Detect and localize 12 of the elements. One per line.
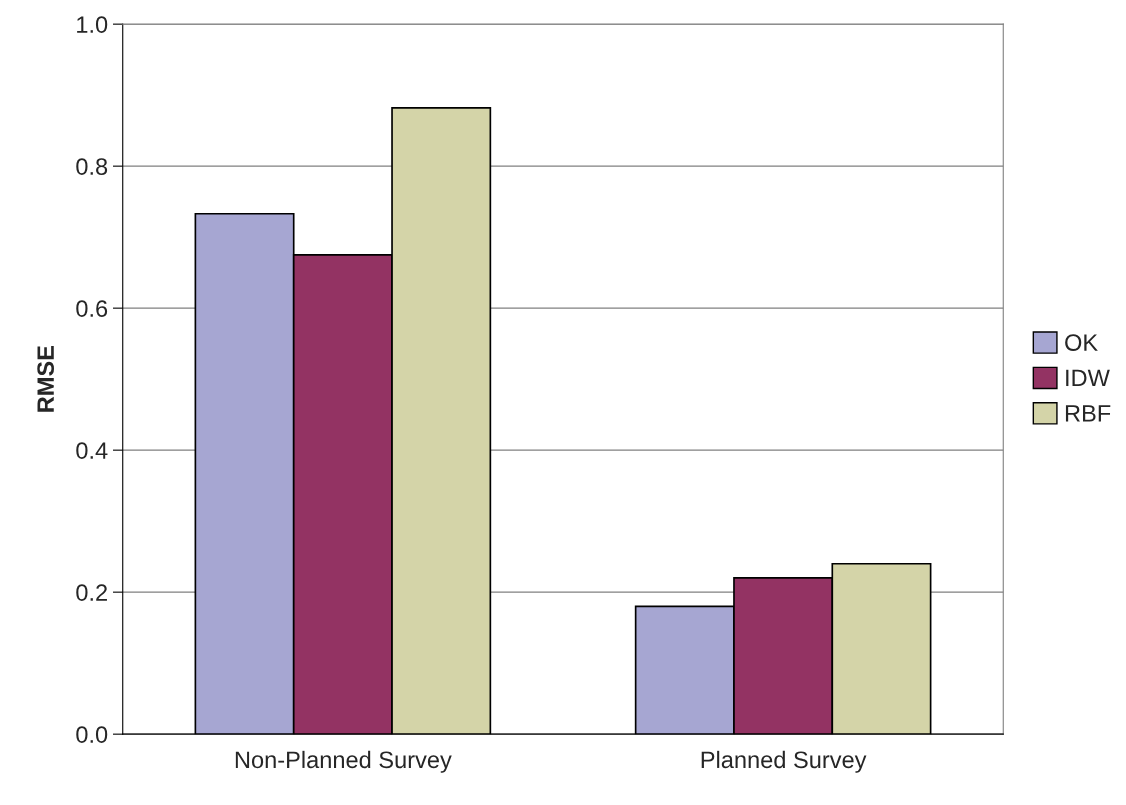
y-tick-label: 0.2 <box>76 584 107 601</box>
x-tick-label: Non-Planned Survey <box>235 750 452 773</box>
legend-label: OK <box>1065 334 1098 351</box>
y-axis-title: RMSE <box>37 345 54 412</box>
y-tick-label: 1.0 <box>77 16 108 33</box>
y-tick-label: 0.0 <box>76 726 108 743</box>
legend-label: RBF <box>1065 405 1111 422</box>
y-tick-label: 0.6 <box>76 300 108 317</box>
legend-label: IDW <box>1066 369 1110 387</box>
x-tick-label: Planned Survey <box>701 750 867 773</box>
y-tick-label: 0.8 <box>76 158 108 175</box>
y-tick-label: 0.4 <box>76 442 108 459</box>
